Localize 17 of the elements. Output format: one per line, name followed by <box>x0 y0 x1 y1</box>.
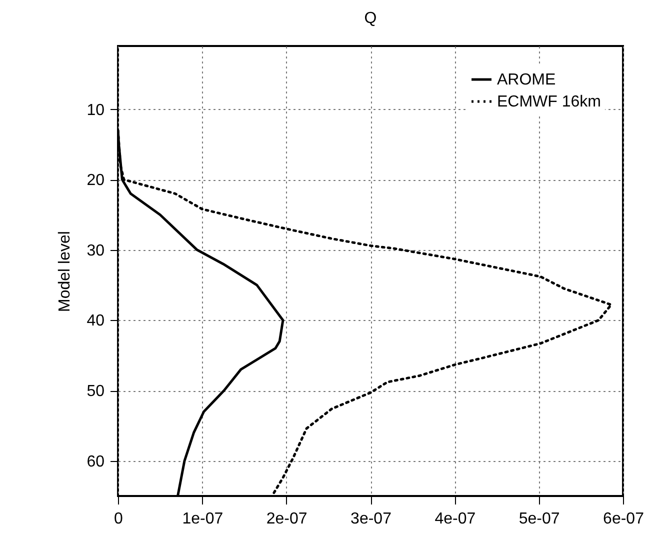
chart-title: Q <box>364 10 377 27</box>
legend-label: ECMWF 16km <box>497 94 601 110</box>
legend-label: AROME <box>497 72 556 88</box>
y-tick-label: 10 <box>86 102 105 119</box>
x-tick-label: 6e-07 <box>603 510 644 528</box>
x-tick-label: 2e-07 <box>266 510 308 528</box>
x-tick-label: 1e-07 <box>182 510 224 528</box>
x-tick-label: 4e-07 <box>434 510 476 528</box>
y-axis-title: Model level <box>56 231 74 312</box>
x-tick-label: 5e-07 <box>518 510 560 528</box>
y-tick-label: 40 <box>86 312 105 330</box>
y-tick-label: 60 <box>86 453 105 470</box>
x-tick-label: 0 <box>114 510 124 528</box>
y-tick-label: 20 <box>86 172 105 190</box>
y-tick-label: 50 <box>86 383 105 400</box>
y-tick-label: 30 <box>86 242 105 260</box>
x-tick-label: 3e-07 <box>350 510 392 528</box>
